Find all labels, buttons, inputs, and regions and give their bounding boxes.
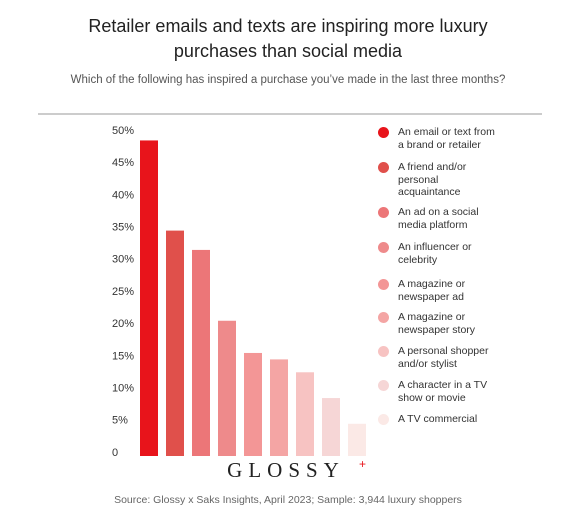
chart-title: Retailer emails and texts are inspiring … bbox=[88, 16, 487, 36]
y-tick-label: 35% bbox=[112, 222, 134, 234]
legend-item: A TV commercial bbox=[378, 413, 498, 426]
bar bbox=[166, 230, 184, 456]
logo: GLOSSY bbox=[227, 458, 345, 482]
legend-label: An influencer or celebrity bbox=[398, 241, 472, 266]
y-tick-label: 0 bbox=[112, 447, 118, 459]
legend-swatch bbox=[378, 380, 389, 391]
bar bbox=[192, 249, 210, 456]
y-tick-label: 10% bbox=[112, 383, 134, 395]
chart-subtitle: Which of the following has inspired a pu… bbox=[71, 74, 506, 86]
legend-label: A magazine or newspaper story bbox=[398, 311, 476, 336]
y-tick-label: 40% bbox=[112, 189, 134, 201]
y-tick-label: 5% bbox=[112, 415, 128, 427]
legend-label: A character in a TV show or movie bbox=[398, 379, 488, 404]
y-tick-label: 25% bbox=[112, 286, 134, 298]
legend-swatch bbox=[378, 279, 389, 290]
y-tick-label: 50% bbox=[112, 125, 134, 137]
legend-item: A personal shopper and/or stylist bbox=[378, 345, 498, 370]
legend-label: A personal shopper and/or stylist bbox=[398, 345, 489, 370]
legend-item: An email or text from a brand or retaile… bbox=[378, 126, 498, 151]
legend-swatch bbox=[378, 162, 389, 173]
legend-item: A character in a TV show or movie bbox=[378, 379, 498, 404]
legend-swatch bbox=[378, 127, 389, 138]
legend-item: An influencer or celebrity bbox=[378, 241, 498, 266]
bar bbox=[270, 359, 288, 456]
y-tick-label: 30% bbox=[112, 254, 134, 266]
logo-mark: + bbox=[359, 457, 366, 471]
legend-label: A TV commercial bbox=[398, 413, 478, 425]
y-tick-label: 15% bbox=[112, 350, 134, 362]
legend-item: A magazine or newspaper ad bbox=[378, 278, 498, 303]
legend-item: A magazine or newspaper story bbox=[378, 311, 498, 336]
legend-swatch bbox=[378, 242, 389, 253]
legend-label: A magazine or newspaper ad bbox=[398, 278, 466, 303]
source: Source: Glossy x Saks Insights, April 20… bbox=[114, 494, 462, 506]
y-tick-label: 45% bbox=[112, 157, 134, 169]
legend-label: An email or text from a brand or retaile… bbox=[398, 126, 495, 151]
bar bbox=[296, 372, 314, 456]
legend-label: A friend and/or personal acquaintance bbox=[398, 161, 467, 198]
legend-swatch bbox=[378, 207, 389, 218]
legend-swatch bbox=[378, 312, 389, 323]
legend-item: An ad on a social media platform bbox=[378, 206, 498, 231]
legend-swatch bbox=[378, 414, 389, 425]
y-tick-label: 20% bbox=[112, 318, 134, 330]
bar bbox=[140, 140, 158, 456]
bar bbox=[218, 320, 236, 456]
legend-item: A friend and/or personal acquaintance bbox=[378, 161, 498, 199]
bar bbox=[322, 398, 340, 456]
chart-title-line2: purchases than social media bbox=[174, 41, 403, 61]
legend-swatch bbox=[378, 346, 389, 357]
bar bbox=[348, 423, 366, 456]
bar bbox=[244, 352, 262, 456]
legend-label: An ad on a social media platform bbox=[398, 206, 479, 231]
